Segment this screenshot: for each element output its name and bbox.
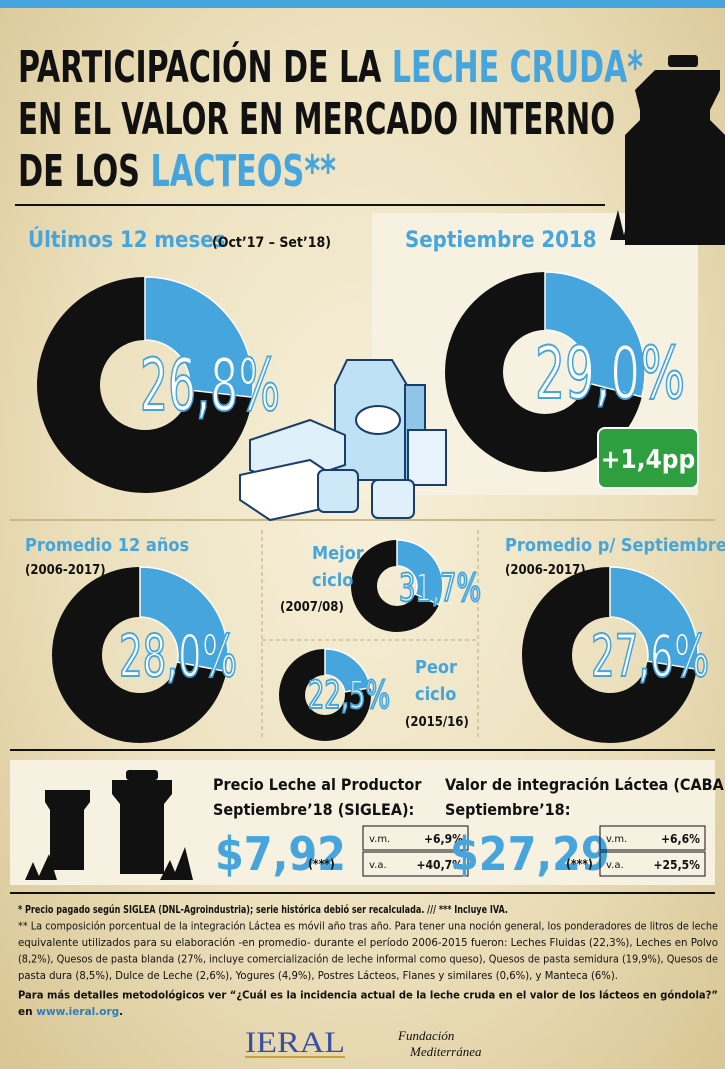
change-box	[599, 851, 706, 877]
price-note: (***)	[308, 857, 335, 871]
change-box	[362, 851, 469, 877]
milk-cans-icon	[25, 770, 193, 880]
change-value: +25,5%	[654, 858, 701, 872]
change-label: v.m.	[606, 834, 627, 845]
chart-title: Septiembre 2018	[405, 228, 596, 253]
chart-title: ciclo	[415, 684, 456, 705]
change-label: v.a.	[606, 860, 624, 871]
logo: Mediterránea	[409, 1044, 482, 1059]
chart-title: Peor	[415, 657, 457, 678]
title-part: PARTICIPACIÓN DE LA	[18, 40, 392, 93]
title-part: LECHE CRUDA*	[392, 42, 643, 93]
footnote: equivalente utilizados para su elaboraci…	[18, 937, 718, 949]
value-label: 28,0%	[119, 622, 237, 690]
change-value: +6,9%	[424, 832, 463, 846]
badge-label: +1,4pp	[601, 445, 696, 475]
chart-title: ciclo	[312, 570, 353, 591]
logo-rule	[245, 1056, 345, 1058]
donut-chart	[445, 271, 646, 472]
donut-chart	[279, 648, 372, 741]
price-value: $27,29	[450, 827, 610, 881]
chart-title: Últimos 12 meses	[28, 227, 225, 253]
price-title: Precio Leche al Productor	[213, 775, 422, 794]
change-box	[599, 825, 706, 851]
milk-can-icon	[610, 55, 725, 245]
donut-chart	[52, 566, 229, 743]
value-label: 22,5%	[308, 673, 390, 717]
price-subtitle: Septiembre’18:	[445, 800, 570, 819]
badge	[597, 427, 699, 489]
price-value: $7,92	[215, 827, 346, 881]
chart-subtitle: (2015/16)	[405, 715, 469, 730]
footnote: Para más detalles metodológicos ver “¿Cu…	[18, 990, 718, 1002]
title: DE LOS LACTEOS**	[18, 146, 336, 197]
donut-segment	[609, 566, 699, 671]
title-part: LACTEOS**	[151, 146, 336, 197]
footnote: ** La composición porcentual de la integ…	[18, 921, 718, 933]
change-value: +6,6%	[661, 832, 700, 846]
title: PARTICIPACIÓN DE LA LECHE CRUDA*	[18, 40, 643, 93]
donut-segment	[139, 566, 229, 673]
footnote: en www.ieral.org.	[18, 1006, 123, 1018]
value-label: 29,0%	[535, 331, 685, 415]
change-value: +40,7%	[417, 858, 464, 872]
chart-subtitle: (2006-2017)	[25, 563, 106, 578]
donut-segment	[324, 648, 372, 693]
dairy-products-icon	[239, 359, 447, 522]
price-note: (***)	[566, 857, 593, 871]
title: EN EL VALOR EN MERCADO INTERNO	[18, 94, 615, 145]
footnote: pasta dura (8,5%), Dulce de Leche (2,6%)…	[18, 970, 618, 982]
chart-subtitle: (Oct’17 – Set’18)	[212, 235, 331, 251]
chart-title: Promedio p/ Septiembre	[505, 535, 725, 556]
title-part: DE LOS	[18, 146, 151, 197]
value-label: 31,7%	[399, 566, 481, 610]
value-label: 27,6%	[591, 622, 709, 690]
logo: Fundación	[397, 1028, 454, 1043]
footnote: * Precio pagado según SIGLEA (DNL-Agroin…	[18, 904, 508, 916]
donut-chart	[522, 566, 699, 743]
donut-segment	[144, 276, 254, 399]
footnote: (8,2%), Quesos de pasta blanda (27%, inc…	[18, 954, 718, 966]
link[interactable]: www.ieral.org	[36, 1006, 119, 1018]
donut-segment	[544, 271, 646, 398]
chart-title: Mejor	[312, 543, 364, 564]
footnote-text: .	[119, 1006, 123, 1018]
value-label: 26,8%	[140, 343, 280, 427]
footnote-text: en	[18, 1006, 36, 1018]
change-box	[362, 825, 469, 851]
change-label: v.m.	[369, 834, 390, 845]
donut-chart	[37, 276, 254, 493]
chart-subtitle: (2006-2017)	[505, 563, 586, 578]
price-title: Valor de integración Láctea (CABA)**	[445, 775, 725, 794]
donut-segment	[396, 539, 444, 606]
chart-title: Promedio 12 años	[25, 535, 189, 556]
logo: IERAL	[245, 1026, 345, 1059]
chart-subtitle: (2007/08)	[280, 600, 344, 615]
donut-chart	[351, 539, 444, 632]
top-bar	[0, 0, 725, 8]
change-label: v.a.	[369, 860, 387, 871]
price-subtitle: Septiembre’18 (SIGLEA):	[213, 800, 414, 819]
